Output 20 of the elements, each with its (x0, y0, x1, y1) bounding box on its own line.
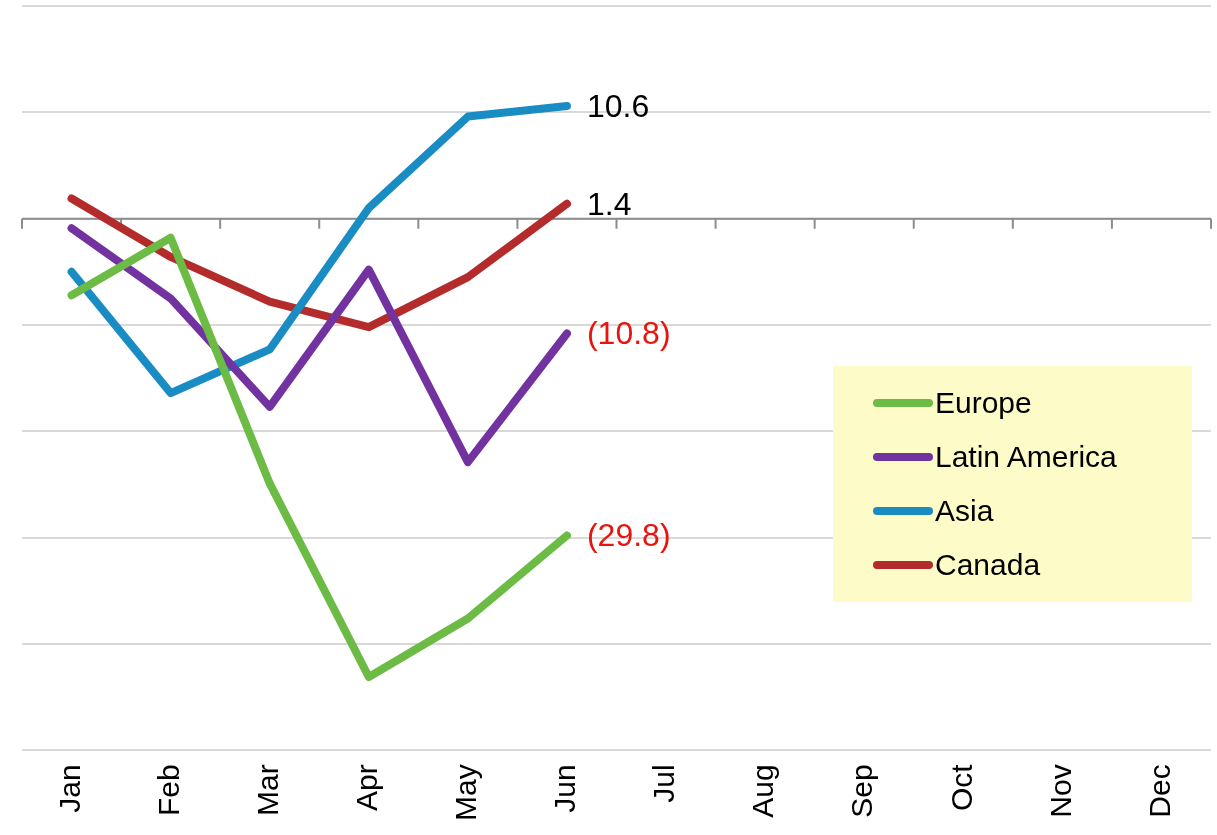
data-label: 10.6 (586, 87, 650, 124)
x-tick-label: Jul (647, 764, 681, 803)
x-tick-label: Aug (746, 764, 780, 818)
data-label: (10.8) (586, 315, 671, 352)
legend-label: Canada (935, 548, 1041, 582)
data-label: 1.4 (586, 185, 632, 222)
x-tick-label: Jan (52, 764, 86, 813)
x-tick-label: Mar (250, 764, 284, 816)
x-tick-label: Oct (944, 763, 978, 811)
legend-label: Asia (935, 494, 994, 528)
x-tick-label: Feb (151, 764, 185, 817)
x-tick-label: Jun (548, 764, 582, 813)
x-tick-label: May (449, 764, 483, 822)
x-tick-label: Sep (845, 764, 879, 818)
legend-label: Europe (935, 386, 1032, 420)
x-tick-label: Dec (1142, 764, 1176, 818)
legend-label: Latin America (935, 440, 1117, 474)
x-tick-label: Nov (1043, 764, 1077, 818)
data-label: (29.8) (586, 517, 671, 554)
x-tick-label: Apr (350, 764, 384, 812)
